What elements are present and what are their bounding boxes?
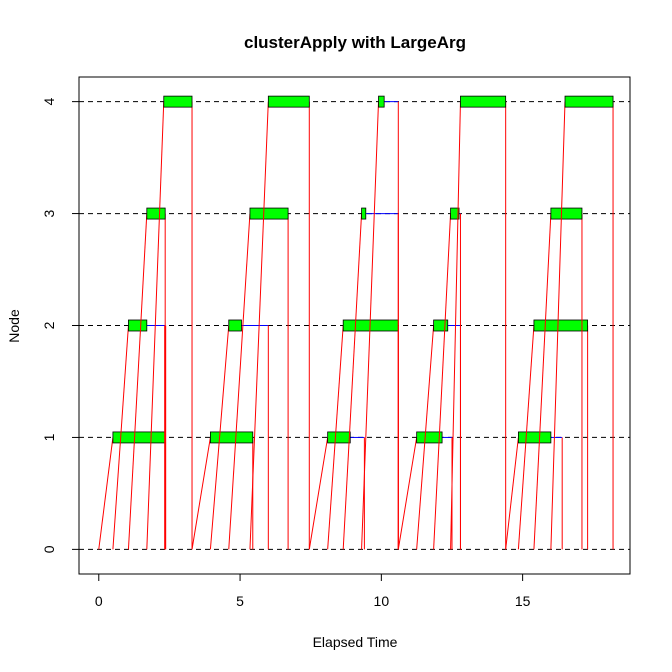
y-tick-label: 0 (41, 545, 57, 553)
compute-bar (228, 319, 242, 332)
compute-bar (327, 431, 351, 444)
y-axis-label: Node (6, 309, 22, 343)
compute-bar (128, 319, 148, 332)
compute-bar (533, 319, 589, 332)
send-line (550, 101, 566, 550)
send-line (249, 101, 269, 550)
y-tick-label: 3 (41, 209, 57, 217)
send-line (517, 325, 535, 550)
y-tick-label: 2 (41, 321, 57, 329)
send-line (361, 101, 380, 550)
compute-bar (267, 95, 310, 108)
y-tick-label: 4 (41, 98, 57, 106)
compute-bar (517, 431, 552, 444)
x-tick-label: 5 (236, 593, 244, 609)
send-line (416, 325, 435, 550)
compute-bar (163, 95, 193, 108)
x-axis: 0 5 10 15 (95, 573, 531, 609)
compute-bar (249, 207, 289, 220)
send-line (327, 325, 344, 550)
send-line (505, 437, 519, 550)
compute-bar (416, 431, 443, 444)
send-line (191, 437, 211, 550)
y-tick-label: 1 (41, 433, 57, 441)
send-line (98, 437, 114, 550)
compute-bar (433, 319, 449, 332)
x-tick-label: 10 (374, 593, 390, 609)
compute-bar (450, 207, 460, 220)
send-line (533, 213, 552, 550)
compute-bar (146, 207, 166, 220)
compute-bar (342, 319, 399, 332)
send-line (146, 101, 165, 550)
chart-marks (98, 95, 614, 550)
send-line (127, 213, 148, 550)
compute-bar (564, 95, 614, 108)
compute-bar (378, 95, 385, 108)
send-line (209, 325, 230, 550)
compute-bar (209, 431, 254, 444)
compute-bar (460, 95, 507, 108)
send-line (112, 325, 129, 550)
send-line (342, 213, 363, 550)
x-tick-label: 15 (515, 593, 531, 609)
x-tick-label: 0 (95, 593, 103, 609)
send-line (450, 101, 461, 550)
chart-title: clusterApply with LargeArg (244, 33, 466, 52)
send-line (433, 213, 452, 550)
y-axis: 0 1 2 3 4 (41, 98, 80, 553)
compute-bar (550, 207, 583, 220)
compute-bar (361, 207, 367, 220)
x-axis-label: Elapsed Time (313, 634, 398, 650)
send-line (308, 437, 329, 550)
send-line (397, 437, 418, 550)
send-line (228, 213, 251, 550)
